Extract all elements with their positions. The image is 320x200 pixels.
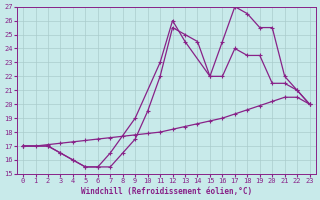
X-axis label: Windchill (Refroidissement éolien,°C): Windchill (Refroidissement éolien,°C)	[81, 187, 252, 196]
